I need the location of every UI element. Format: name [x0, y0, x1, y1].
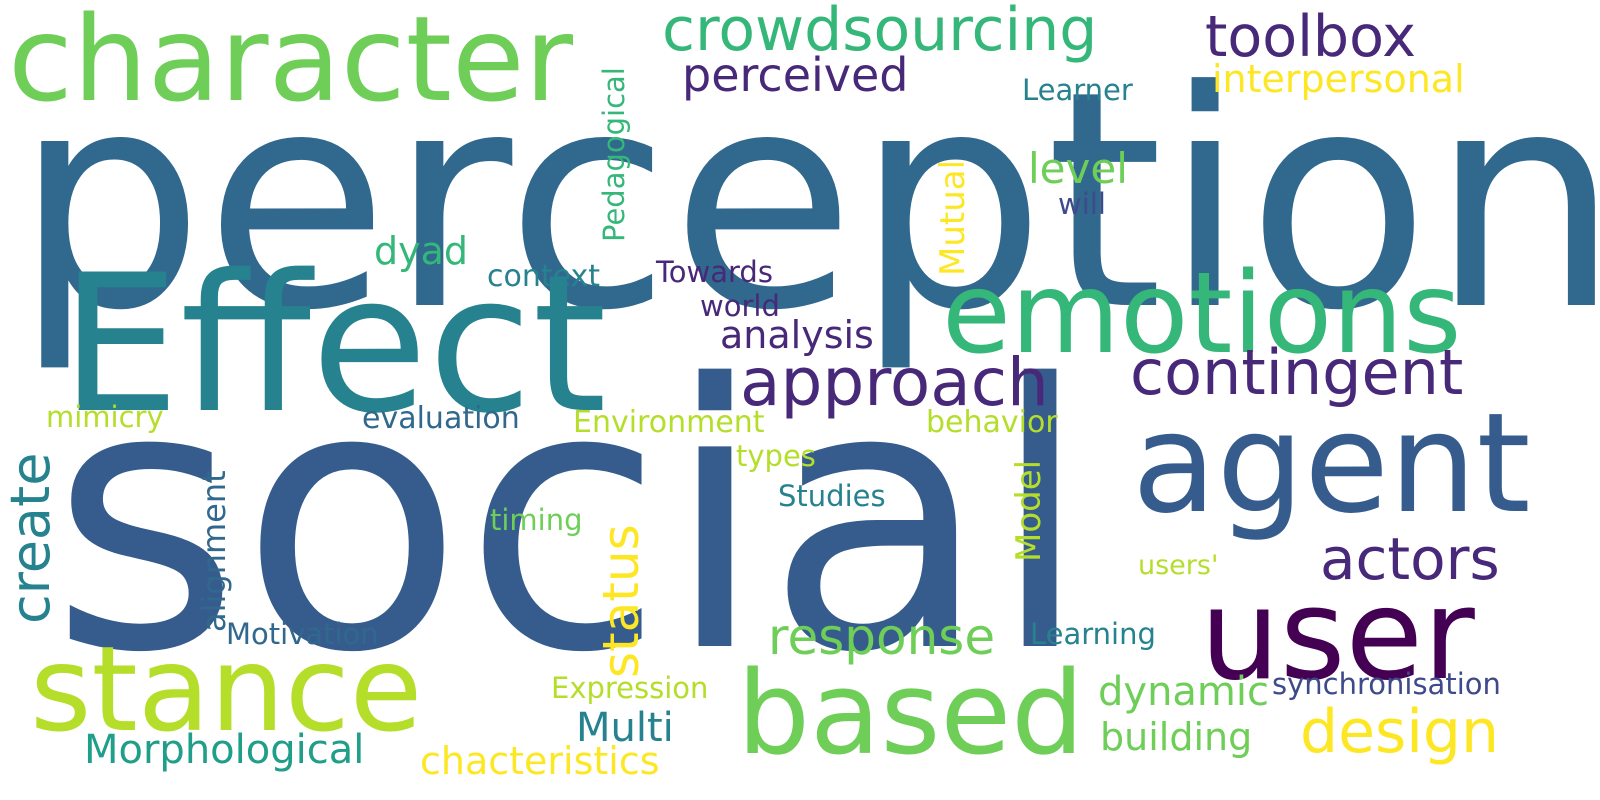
word-environment: Environment	[573, 405, 765, 440]
word-contingent: contingent	[1130, 336, 1464, 409]
word-world: world	[700, 289, 780, 323]
word-chacteristics: chacteristics	[420, 739, 660, 783]
word-expression: Expression	[551, 671, 709, 705]
word-dynamic: dynamic	[1098, 669, 1269, 715]
word-studies: Studies	[778, 479, 886, 513]
word-users: users'	[1138, 550, 1219, 581]
word-motivation: Motivation	[226, 617, 379, 651]
word-will: will	[1058, 187, 1106, 221]
word-evaluation: evaluation	[362, 401, 520, 436]
word-design: design	[1300, 697, 1500, 767]
word-mimicry: mimicry	[46, 400, 164, 434]
word-behavior: behavior	[926, 405, 1058, 440]
word-analysis: analysis	[720, 313, 874, 357]
word-multi: Multi	[576, 705, 674, 751]
word-synchronisation: synchronisation	[1272, 667, 1501, 701]
word-approach: approach	[740, 344, 1049, 421]
word-user: user	[1200, 561, 1475, 708]
word-dyad: dyad	[374, 229, 469, 273]
word-perceived: perceived	[682, 48, 909, 102]
word-types: types	[736, 439, 816, 473]
word-alignment: alignment	[195, 470, 233, 632]
word-perception: perception	[14, 27, 1600, 376]
word-learner: Learner	[1022, 73, 1133, 107]
word-response: response	[768, 608, 996, 666]
word-model: Model	[1009, 459, 1049, 562]
word-crowdsourcing: crowdsourcing	[662, 0, 1098, 65]
word-actors: actors	[1320, 525, 1500, 593]
word-social: social	[50, 308, 1091, 733]
word-learning: Learning	[1030, 617, 1156, 651]
word-interpersonal: interpersonal	[1212, 57, 1465, 101]
word-mutual: Mutual	[933, 159, 973, 276]
word-timing: timing	[490, 503, 583, 537]
word-character: character	[8, 0, 574, 128]
word-towards: Towards	[656, 255, 773, 289]
word-toolbox: toolbox	[1205, 4, 1416, 70]
word-context: context	[487, 259, 601, 294]
word-level: level	[1028, 144, 1128, 193]
word-create: create	[0, 452, 62, 624]
word-building: building	[1100, 715, 1253, 759]
word-based: based	[737, 647, 1085, 781]
word-effect: Effect	[60, 234, 607, 455]
word-pedagogical: Pedagogical	[597, 67, 631, 242]
word-emotions: emotions	[942, 249, 1462, 379]
word-status: status	[592, 524, 650, 678]
word-stance: stance	[30, 620, 423, 758]
word-agent: agent	[1132, 383, 1531, 544]
word-morphological: Morphological	[84, 727, 365, 773]
